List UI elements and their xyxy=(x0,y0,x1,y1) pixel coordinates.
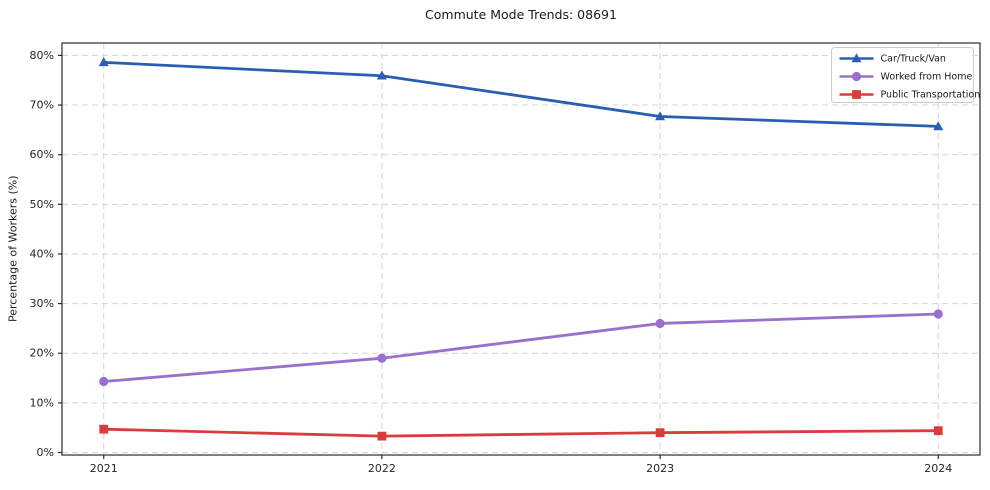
y-tick-label: 20% xyxy=(30,347,54,360)
series-marker-public-transportation xyxy=(377,431,387,441)
series-marker-worked-from-home xyxy=(655,318,665,329)
y-tick-label: 70% xyxy=(30,99,54,112)
y-tick-label: 0% xyxy=(37,446,54,459)
chart-title: Commute Mode Trends: 08691 xyxy=(425,7,617,22)
series-marker-worked-from-home xyxy=(99,376,109,387)
series-line-worked-from-home xyxy=(103,312,939,383)
series-marker-car-truck-van xyxy=(933,121,944,131)
legend-square-icon xyxy=(852,90,861,99)
x-tick-label: 2022 xyxy=(368,462,396,475)
y-tick-label: 80% xyxy=(30,49,54,62)
series-marker-public-transportation xyxy=(99,424,109,434)
series-marker-car-truck-van xyxy=(98,57,109,67)
y-tick-label: 50% xyxy=(30,198,54,211)
series-marker-public-transportation xyxy=(933,426,943,436)
legend-label-public-transportation: Public Transportation xyxy=(881,90,981,101)
legend-label-worked-from-home: Worked from Home xyxy=(881,72,973,83)
legend-triangle-icon xyxy=(851,53,862,63)
series-line-car-truck-van xyxy=(103,60,939,128)
y-tick-label: 60% xyxy=(30,148,54,161)
x-tick-label: 2023 xyxy=(646,462,674,475)
series-marker-public-transportation xyxy=(655,428,665,438)
series-marker-car-truck-van xyxy=(376,70,387,80)
series-marker-car-truck-van xyxy=(655,111,666,121)
legend-label-car-truck-van: Car/Truck/Van xyxy=(881,54,946,65)
y-tick-label: 10% xyxy=(30,396,54,409)
series-line-public-transportation xyxy=(103,427,939,438)
legend-box xyxy=(831,47,974,103)
x-tick-label: 2021 xyxy=(90,462,118,475)
y-tick-label: 40% xyxy=(30,247,54,260)
legend-circle-icon xyxy=(851,71,862,82)
y-tick-label: 30% xyxy=(30,297,54,310)
x-tick-label: 2024 xyxy=(924,462,952,475)
axes-box xyxy=(61,42,981,456)
series-marker-worked-from-home xyxy=(377,353,387,363)
series-marker-worked-from-home xyxy=(933,309,943,319)
